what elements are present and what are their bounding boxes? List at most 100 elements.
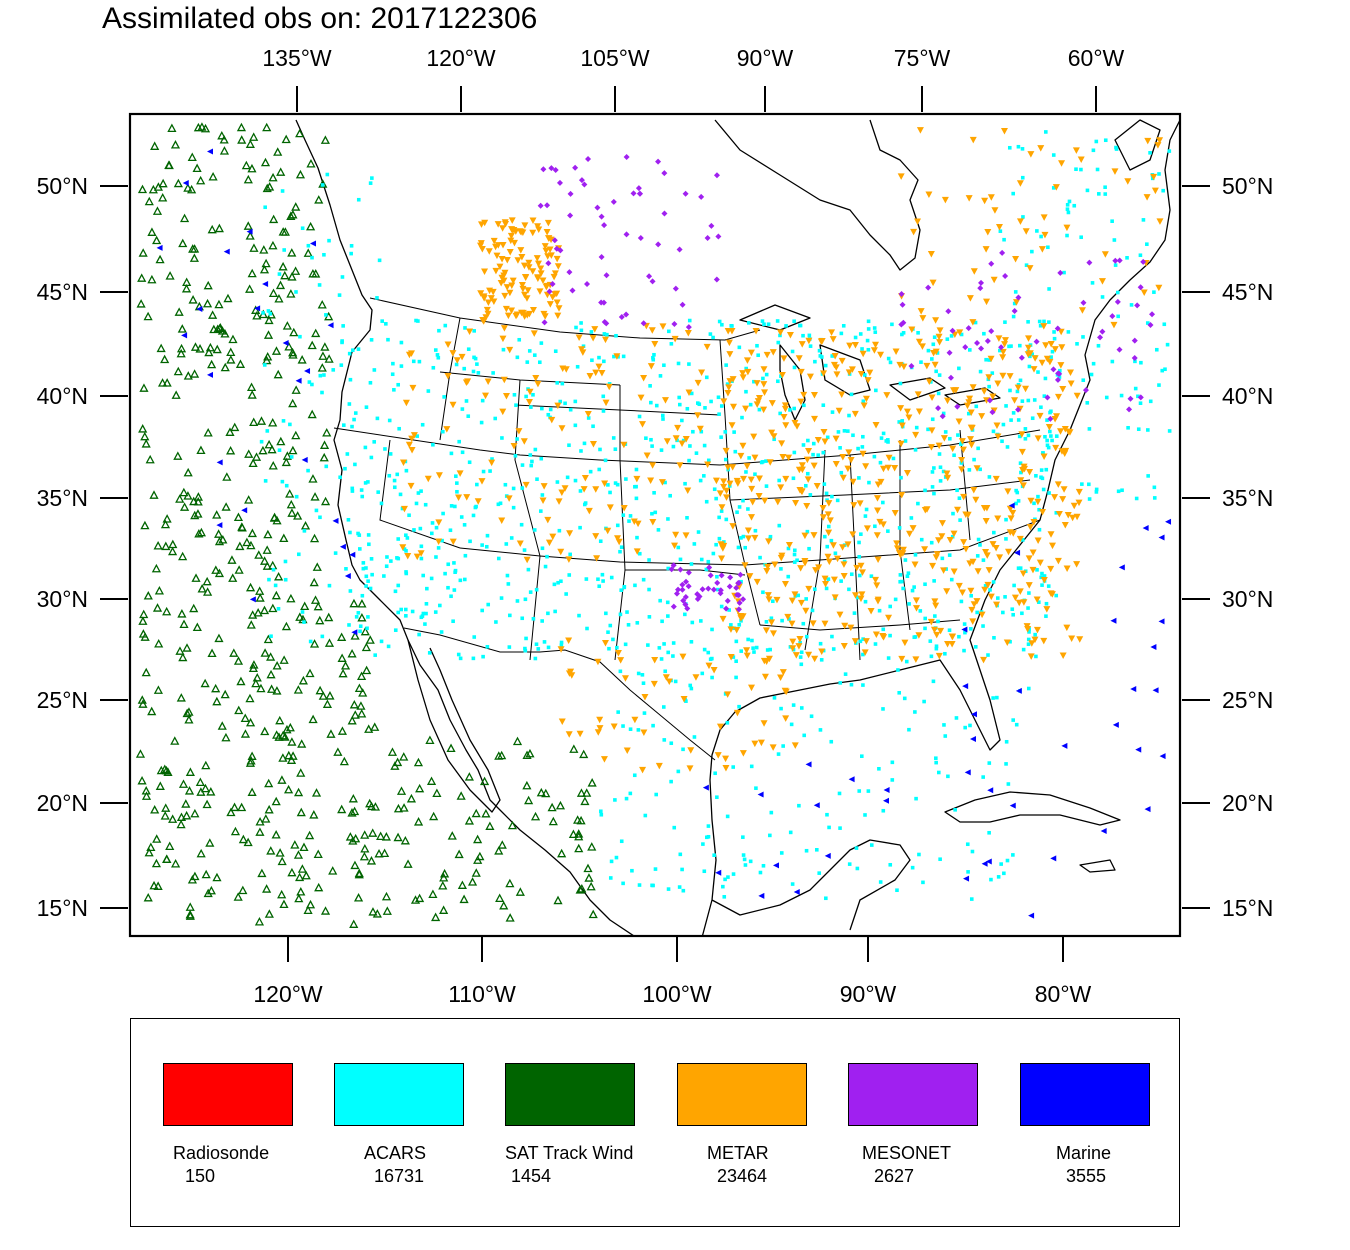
metar-obs [850, 502, 858, 509]
acars-obs [866, 319, 871, 324]
sat-wind-obs [173, 178, 183, 188]
sat-wind-obs [287, 272, 297, 281]
acars-obs [404, 549, 408, 553]
mesonet-obs [1134, 302, 1141, 309]
sat-wind-obs [140, 520, 150, 530]
acars-obs [540, 406, 544, 411]
metar-obs [1124, 178, 1132, 185]
sat-wind-obs [175, 494, 185, 503]
bottom-lon-label: 80°W [1035, 981, 1092, 1007]
metar-obs [1040, 453, 1048, 461]
metar-obs [557, 646, 565, 653]
acars-obs [353, 462, 357, 467]
marine-obs [963, 875, 970, 882]
acars-obs [731, 765, 736, 769]
acars-obs [662, 738, 667, 742]
metar-obs [765, 538, 773, 545]
sat-wind-obs [179, 213, 190, 223]
sat-wind-obs [271, 590, 281, 600]
acars-obs [637, 414, 642, 419]
sat-wind-obs [196, 848, 206, 858]
sat-wind-obs [139, 383, 149, 392]
sat-wind-obs [161, 803, 171, 812]
acars-obs [364, 574, 369, 579]
acars-obs [1050, 438, 1054, 443]
mesonet-obs [603, 272, 610, 279]
acars-obs [992, 635, 996, 640]
mesonet-obs [670, 562, 677, 569]
acars-obs [596, 577, 600, 582]
acars-obs [366, 579, 370, 583]
acars-obs [392, 388, 396, 392]
acars-obs [276, 606, 281, 611]
acars-obs [705, 835, 709, 840]
sat-wind-obs [217, 130, 227, 140]
sat-wind-obs [165, 841, 175, 850]
sat-wind-obs [202, 576, 212, 586]
acars-obs [504, 542, 509, 546]
acars-obs [661, 413, 665, 418]
sat-wind-obs [315, 685, 325, 695]
metar-obs [906, 530, 914, 538]
acars-obs [984, 357, 988, 362]
metar-obs [1144, 137, 1152, 145]
acars-obs [992, 530, 996, 535]
sat-wind-obs [255, 827, 265, 836]
metar-obs [753, 380, 761, 387]
acars-obs [873, 524, 877, 529]
acars-obs [787, 617, 791, 621]
acars-obs [1012, 301, 1017, 306]
acars-obs [946, 774, 950, 779]
metar-obs [1027, 653, 1035, 660]
sat-wind-obs [320, 906, 331, 915]
metar-obs [1111, 168, 1119, 175]
acars-obs [601, 409, 606, 413]
metar-obs [1051, 346, 1059, 353]
marine-obs [196, 306, 203, 313]
acars-obs [1003, 320, 1007, 324]
acars-obs [1085, 188, 1090, 193]
acars-obs [412, 528, 416, 532]
metar-obs [1110, 321, 1118, 329]
acars-obs [1036, 370, 1040, 374]
metar-obs [678, 440, 686, 447]
metar-obs [980, 505, 988, 512]
metar-obs [743, 463, 751, 470]
acars-obs [1020, 175, 1025, 180]
acars-obs [621, 881, 625, 886]
acars-obs [327, 238, 331, 243]
sat-wind-obs [512, 736, 523, 746]
mesonet-obs [978, 345, 985, 352]
acars-obs [704, 375, 709, 380]
right-lat-label: 50°N [1222, 173, 1273, 199]
acars-obs [552, 582, 557, 587]
marine-obs [883, 787, 890, 794]
acars-obs [649, 437, 653, 442]
acars-obs [1046, 245, 1050, 250]
metar-obs [824, 553, 832, 561]
acars-obs [792, 319, 796, 324]
sat-wind-obs [245, 758, 256, 767]
sat-wind-obs [229, 802, 240, 812]
mesonet-obs [578, 177, 585, 184]
sat-wind-obs [194, 529, 204, 538]
metar-obs [638, 421, 646, 428]
acars-obs [757, 407, 762, 412]
metar-obs [522, 481, 530, 489]
metar-obs [565, 556, 573, 563]
mesonet-obs [680, 597, 687, 604]
mesonet-obs [549, 280, 556, 287]
acars-obs [493, 416, 498, 421]
mesonet-obs [569, 287, 576, 294]
sat-wind-obs [524, 795, 534, 805]
metar-obs [727, 626, 735, 633]
metar-obs [499, 242, 507, 249]
acars-obs [969, 897, 974, 901]
metar-obs [798, 462, 806, 469]
legend-swatch-acars [334, 1063, 464, 1126]
acars-obs [972, 457, 976, 462]
sat-wind-obs [580, 796, 590, 806]
top-lon-label: 60°W [1068, 45, 1125, 71]
sat-wind-obs [223, 293, 233, 303]
metar-obs [444, 341, 452, 349]
